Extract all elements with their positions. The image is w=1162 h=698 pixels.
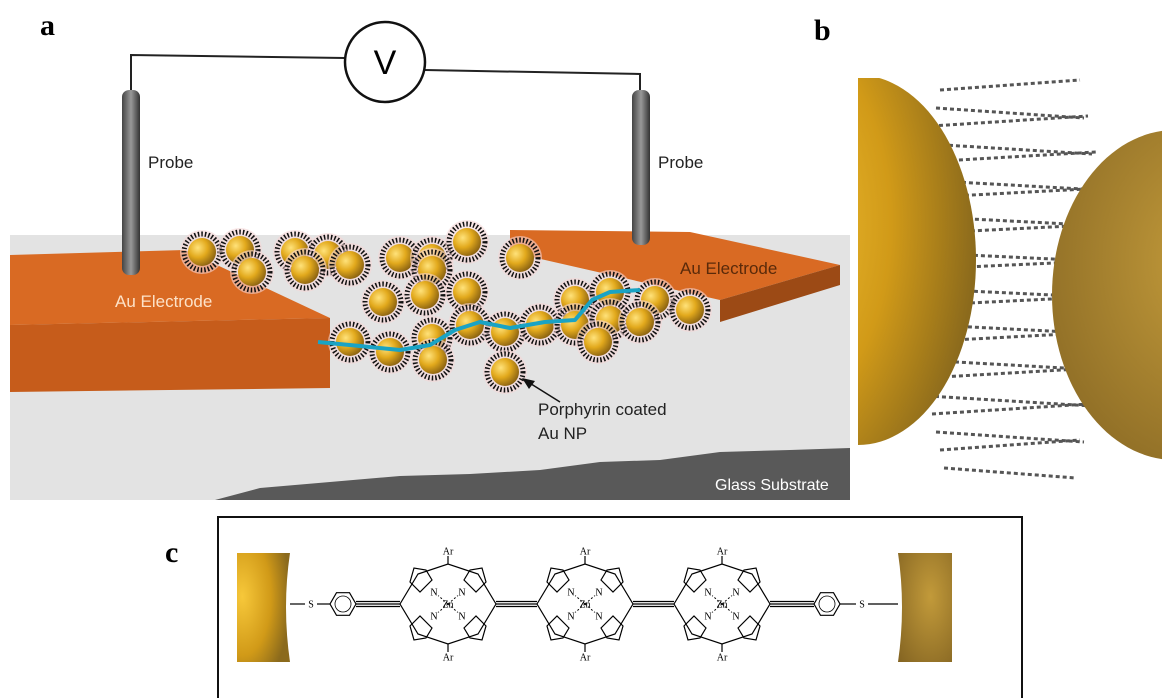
nanoparticle: [238, 258, 266, 286]
substrate-label: Glass Substrate: [715, 477, 829, 494]
panel-label: a: [40, 9, 55, 42]
molecule: [940, 440, 1080, 450]
atom-label: Ar: [580, 547, 591, 558]
nanoparticle: [584, 328, 612, 356]
probe-label: Probe: [148, 153, 193, 172]
nanoparticle: [369, 288, 397, 316]
gold-electrode: [237, 553, 290, 662]
electrode-label: Au Electrode: [680, 259, 777, 278]
molecule: [936, 108, 1084, 118]
atom-label: N: [567, 588, 574, 599]
atom-label: S: [859, 600, 865, 611]
atom-label: N: [430, 612, 437, 623]
gold-sphere: [1052, 130, 1162, 460]
wire: [131, 55, 345, 92]
nanoparticle: [188, 238, 216, 266]
atom-label: Ar: [717, 653, 728, 664]
probe: [122, 90, 140, 275]
gold-electrode: [898, 553, 952, 662]
nanoparticle: [419, 346, 447, 374]
frame: [218, 517, 1022, 698]
nanoparticle: [453, 228, 481, 256]
molecule: [940, 80, 1080, 90]
nanoparticle: [376, 338, 404, 366]
atom-label: Ar: [717, 547, 728, 558]
nanoparticle: [626, 308, 654, 336]
np-label: Au NP: [538, 424, 587, 443]
figure: V Probe Probe Au Electrode Au Electrode …: [0, 0, 1162, 698]
nanoparticle: [336, 328, 364, 356]
atom-label: Ar: [443, 547, 454, 558]
nanoparticle: [506, 244, 534, 272]
electrode-front: [10, 318, 330, 392]
voltmeter-label: V: [374, 44, 397, 82]
nanoparticle: [453, 278, 481, 306]
atom-label: Ar: [443, 653, 454, 664]
nanoparticle: [291, 256, 319, 284]
panel-c: c S Ar Ar N N N N Zn Ar Ar N N N N Zn Ar Ar N N N N Zn S: [165, 517, 1022, 698]
atom-label: N: [458, 612, 465, 623]
molecule: [944, 468, 1076, 478]
probe: [632, 90, 650, 245]
atom-label: N: [567, 612, 574, 623]
wire: [425, 70, 640, 92]
atom-label: Zn: [579, 600, 590, 611]
nanoparticle: [676, 296, 704, 324]
atom-label: N: [732, 588, 739, 599]
electrode-label: Au Electrode: [115, 292, 212, 311]
nanoparticle: [491, 358, 519, 386]
atom-label: S: [308, 600, 314, 611]
atom-label: N: [595, 612, 602, 623]
atom-label: N: [732, 612, 739, 623]
atom-label: N: [458, 588, 465, 599]
nanoparticle: [491, 318, 519, 346]
np-label: Porphyrin coated: [538, 400, 667, 419]
atom-label: Zn: [716, 600, 727, 611]
atom-label: N: [595, 588, 602, 599]
nanoparticle: [411, 281, 439, 309]
panel-a: V Probe Probe Au Electrode Au Electrode …: [10, 9, 850, 500]
panel-label: b: [814, 14, 831, 47]
panel-label: c: [165, 536, 178, 569]
atom-label: N: [430, 588, 437, 599]
atom-label: Ar: [580, 653, 591, 664]
nanoparticle: [386, 244, 414, 272]
atom-label: N: [704, 612, 711, 623]
atom-label: N: [704, 588, 711, 599]
probe-label: Probe: [658, 153, 703, 172]
nanoparticle: [336, 251, 364, 279]
page: V Probe Probe Au Electrode Au Electrode …: [0, 0, 1162, 698]
atom-label: Zn: [442, 600, 453, 611]
